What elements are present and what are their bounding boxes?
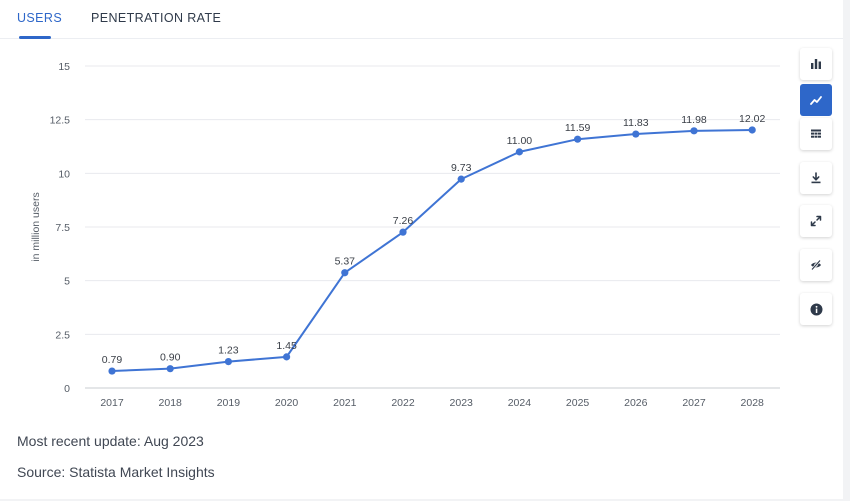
fullscreen-button[interactable] <box>800 205 832 237</box>
data-point <box>166 365 174 373</box>
x-tick-label: 2018 <box>159 397 183 409</box>
data-label: 11.98 <box>681 114 707 126</box>
info-icon <box>810 303 822 315</box>
data-point <box>283 353 291 361</box>
x-tick-label: 2028 <box>741 397 765 409</box>
data-point <box>690 127 698 135</box>
table-icon <box>811 129 821 138</box>
tab-users[interactable]: USERS <box>17 11 63 25</box>
data-point <box>632 130 640 138</box>
hide-icon <box>811 259 821 271</box>
x-tick-label: 2017 <box>100 397 124 409</box>
tab-bar: USERS PENETRATION RATE <box>0 0 843 39</box>
x-tick-label: 2024 <box>508 397 532 409</box>
line-chart-button[interactable] <box>800 84 832 116</box>
x-tick-label: 2021 <box>333 397 357 409</box>
data-label: 11.83 <box>623 117 649 129</box>
data-point <box>457 175 465 183</box>
data-point <box>748 126 756 134</box>
y-tick-label: 5 <box>64 276 70 288</box>
data-label: 11.59 <box>565 122 591 134</box>
data-label: 0.90 <box>160 352 181 364</box>
x-tick-label: 2026 <box>624 397 648 409</box>
data-label: 1.23 <box>218 345 239 357</box>
data-label: 11.00 <box>507 135 533 147</box>
y-tick-label: 15 <box>58 61 70 73</box>
bar-chart-icon <box>811 59 821 69</box>
y-tick-label: 10 <box>58 168 70 180</box>
line-chart: 0 2.5 5 7.5 10 12.5 15 in million users 2017 2018… <box>30 61 780 409</box>
x-tick-label: 2025 <box>566 397 590 409</box>
series-line <box>111 128 753 373</box>
x-tick-label: 2020 <box>275 397 299 409</box>
fullscreen-icon <box>810 215 822 227</box>
y-tick-label: 12.5 <box>50 115 71 127</box>
table-button[interactable] <box>800 118 832 150</box>
data-point <box>224 357 232 366</box>
y-tick-label: 0 <box>64 383 70 395</box>
data-point <box>574 135 582 143</box>
data-label: 5.37 <box>335 256 356 268</box>
x-tick-label: 2027 <box>682 397 706 409</box>
line-chart-icon <box>810 96 822 105</box>
data-point <box>341 269 349 277</box>
last-update-note: Most recent update: Aug 2023 <box>17 433 204 449</box>
y-tick-label: 2.5 <box>55 329 70 341</box>
y-axis-title: in million users <box>30 192 42 261</box>
data-point <box>108 367 116 375</box>
x-tick-label: 2019 <box>217 397 241 409</box>
bar-chart-button[interactable] <box>800 48 832 80</box>
download-button[interactable] <box>800 162 832 194</box>
info-button[interactable] <box>800 293 832 325</box>
active-tab-indicator <box>19 36 51 39</box>
hide-button[interactable] <box>800 249 832 281</box>
data-label: 7.26 <box>393 215 414 227</box>
data-label: 1.45 <box>276 340 297 352</box>
data-label: 0.79 <box>102 354 123 366</box>
download-icon <box>811 172 821 184</box>
y-tick-label: 7.5 <box>55 222 70 234</box>
data-point <box>515 148 524 156</box>
data-label: 9.73 <box>451 162 472 174</box>
source-note: Source: Statista Market Insights <box>17 464 215 480</box>
data-point <box>399 228 407 236</box>
x-tick-label: 2022 <box>391 397 415 409</box>
tab-penetration-rate[interactable]: PENETRATION RATE <box>91 11 222 25</box>
x-tick-label: 2023 <box>450 397 474 409</box>
data-label: 12.02 <box>739 113 765 125</box>
